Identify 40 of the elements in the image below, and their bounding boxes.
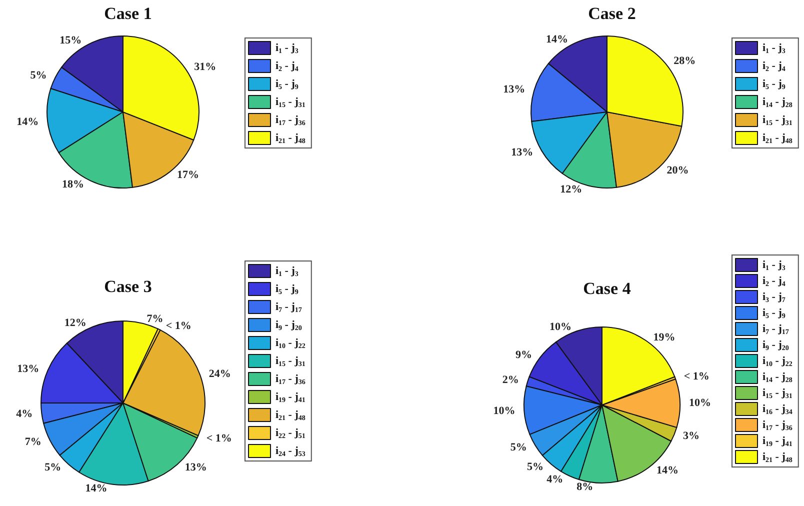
data-label: < 1% bbox=[166, 320, 192, 332]
data-label: 24% bbox=[208, 368, 231, 380]
data-label: 14% bbox=[546, 34, 568, 46]
data-label: 17% bbox=[177, 169, 200, 182]
data-label: 13% bbox=[184, 462, 207, 474]
data-label: < 1% bbox=[684, 370, 710, 382]
data-label: 5% bbox=[30, 70, 47, 82]
data-label: 4% bbox=[546, 474, 564, 486]
data-label: 28% bbox=[674, 55, 696, 68]
data-label: 14% bbox=[656, 464, 678, 476]
data-label: 18% bbox=[62, 178, 84, 190]
data-label: 15% bbox=[60, 34, 82, 47]
data-label: 14% bbox=[16, 116, 39, 128]
data-label: 5% bbox=[510, 441, 527, 454]
data-label: 5% bbox=[527, 461, 544, 474]
data-label: 13% bbox=[503, 84, 526, 96]
data-label: 10% bbox=[688, 397, 711, 410]
data-label: 2% bbox=[502, 374, 519, 386]
data-label: 7% bbox=[24, 436, 42, 448]
text: Case 3 bbox=[104, 277, 152, 296]
data-label: 4% bbox=[16, 408, 33, 420]
data-label: 20% bbox=[666, 164, 689, 176]
chart-title: Case 1 bbox=[104, 4, 152, 23]
data-label: 7% bbox=[146, 313, 164, 326]
data-label: 8% bbox=[576, 480, 594, 493]
data-label: 31% bbox=[194, 61, 216, 74]
data-label: 12% bbox=[560, 183, 582, 196]
data-label: 10% bbox=[550, 321, 572, 334]
data-label: 13% bbox=[17, 362, 40, 375]
data-label: 19% bbox=[653, 331, 676, 344]
chart-title: Case 2 bbox=[588, 4, 636, 23]
data-label: 14% bbox=[85, 482, 108, 494]
data-label: 9% bbox=[515, 349, 532, 362]
data-label: 3% bbox=[682, 430, 700, 442]
data-label: 10% bbox=[493, 404, 516, 417]
text: Case 4 bbox=[583, 279, 632, 298]
data-label: 12% bbox=[64, 317, 86, 330]
data-label: 13% bbox=[511, 146, 534, 159]
data-label: 5% bbox=[44, 462, 62, 474]
data-label: < 1% bbox=[206, 432, 232, 444]
